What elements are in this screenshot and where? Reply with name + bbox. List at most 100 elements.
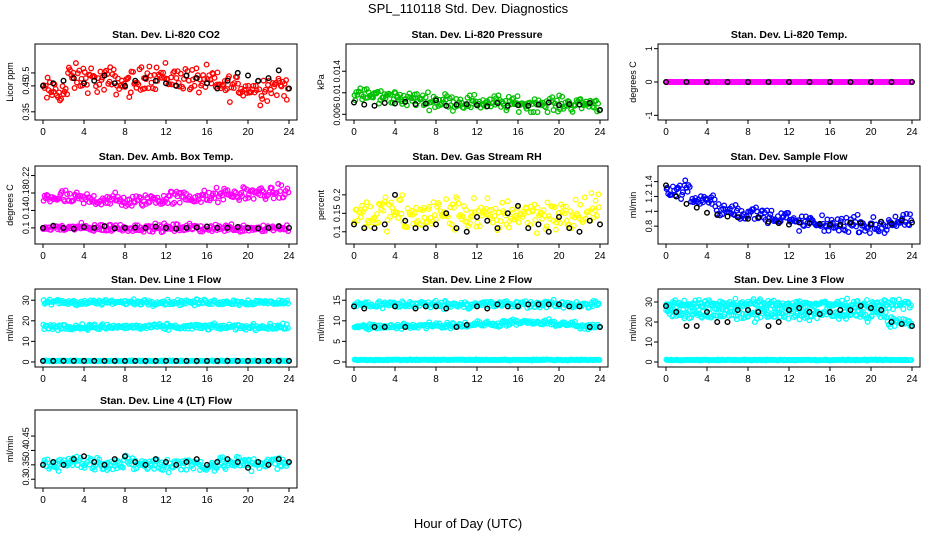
data-point — [551, 204, 558, 211]
mean-point — [361, 225, 368, 232]
data-point — [549, 94, 556, 101]
data-point — [877, 314, 884, 321]
data-point — [750, 311, 757, 318]
mean-point — [484, 103, 491, 110]
data-point — [467, 104, 474, 111]
chart-panel-8: Stan. Dev. Line 2 Flow 0 4 8 12 16 20 24 0 5 10 15 m… — [316, 274, 609, 385]
chart-panel-2: Stan. Dev. Li-820 Pressure 0 4 8 12 16 20 24 0.0… — [316, 29, 609, 138]
data-point — [81, 69, 88, 76]
data-point — [492, 205, 499, 212]
mean-point — [453, 101, 460, 108]
mean-point — [70, 357, 77, 364]
data-point — [285, 189, 292, 196]
data-point — [471, 322, 478, 328]
data-point — [843, 315, 849, 322]
data-point — [83, 325, 90, 332]
mean-point — [142, 75, 149, 82]
data-point — [436, 320, 443, 327]
data-point — [397, 197, 404, 204]
data-points — [40, 296, 293, 365]
data-point — [62, 85, 69, 92]
y-tick-label: 20 — [644, 317, 654, 327]
data-point — [437, 208, 444, 215]
data-point — [432, 297, 439, 304]
mean-point — [535, 221, 542, 228]
mean-point — [806, 78, 813, 85]
data-point — [208, 459, 215, 466]
data-point — [84, 191, 90, 197]
chart-panel-9: Stan. Dev. Line 3 Flow 0 4 8 12 16 20 24 0 10 20 30… — [628, 274, 921, 385]
data-point — [127, 89, 134, 96]
mean-point — [683, 78, 690, 85]
mean-point — [857, 220, 864, 227]
mean-point — [888, 319, 895, 326]
data-point — [757, 296, 763, 303]
data-point — [231, 188, 238, 195]
mean-point — [433, 303, 440, 310]
x-tick-label: 20 — [553, 127, 565, 138]
y-tick-label: 0.01 — [332, 84, 342, 102]
data-point — [351, 219, 358, 225]
mean-point — [888, 220, 895, 227]
data-point — [222, 87, 229, 94]
y-tick-label: 0.18 — [21, 184, 31, 202]
y-tick-label: 0 — [21, 359, 31, 364]
x-tick-label: 0 — [663, 127, 669, 138]
mean-point — [80, 224, 87, 231]
mean-point — [121, 357, 128, 364]
mean-point — [101, 461, 108, 468]
mean-point — [724, 319, 731, 326]
data-point — [275, 180, 282, 187]
data-point — [531, 201, 538, 208]
data-point — [375, 219, 381, 226]
data-point — [192, 321, 199, 328]
data-point — [421, 214, 428, 221]
data-point — [132, 227, 139, 234]
data-point — [55, 468, 62, 475]
chart-panel-10: Stan. Dev. Line 4 (LT) Flow 0 4 8 12 16 20 24 0.… — [5, 395, 298, 506]
mean-point — [275, 67, 282, 74]
mean-point — [244, 357, 251, 364]
data-point — [373, 210, 380, 217]
data-point — [776, 310, 783, 317]
y-tick-label: 1.2 — [644, 190, 654, 203]
mean-point — [868, 221, 875, 228]
data-point — [882, 223, 889, 230]
mean-point — [60, 224, 67, 231]
mean-point — [286, 85, 293, 92]
data-point — [174, 297, 181, 303]
data-point — [256, 465, 263, 472]
data-point — [552, 226, 559, 233]
chart-panel-5: Stan. Dev. Gas Stream RH 0 4 8 12 16 20 24 0.1 0.… — [316, 151, 609, 262]
mean-point — [806, 309, 813, 316]
data-point — [118, 463, 125, 470]
chart-title: Stan. Dev. Line 2 Flow — [422, 274, 533, 286]
mean-point — [775, 319, 782, 326]
mean-point — [234, 357, 241, 364]
mean-point — [193, 224, 200, 231]
data-point — [239, 228, 246, 234]
data-point — [267, 320, 274, 327]
data-point — [470, 195, 477, 202]
data-point — [426, 203, 433, 210]
data-point — [108, 81, 115, 88]
mean-point — [453, 323, 460, 330]
data-point — [44, 74, 51, 81]
mean-point — [443, 102, 450, 109]
x-tick-label: 8 — [745, 374, 751, 385]
data-point — [125, 74, 132, 81]
data-point — [397, 91, 404, 98]
mean-point — [847, 219, 854, 226]
mean-point — [422, 100, 429, 107]
data-point — [595, 204, 602, 211]
mean-point — [453, 225, 460, 232]
y-tick-label: 0.3 — [21, 473, 31, 486]
data-point — [528, 109, 534, 116]
data-point — [423, 218, 430, 225]
data-point — [560, 203, 567, 210]
mean-point — [673, 309, 680, 316]
data-point — [353, 89, 360, 95]
mean-point — [234, 224, 241, 231]
y-tick-label: 1 — [644, 46, 654, 51]
mean-point — [40, 461, 47, 468]
